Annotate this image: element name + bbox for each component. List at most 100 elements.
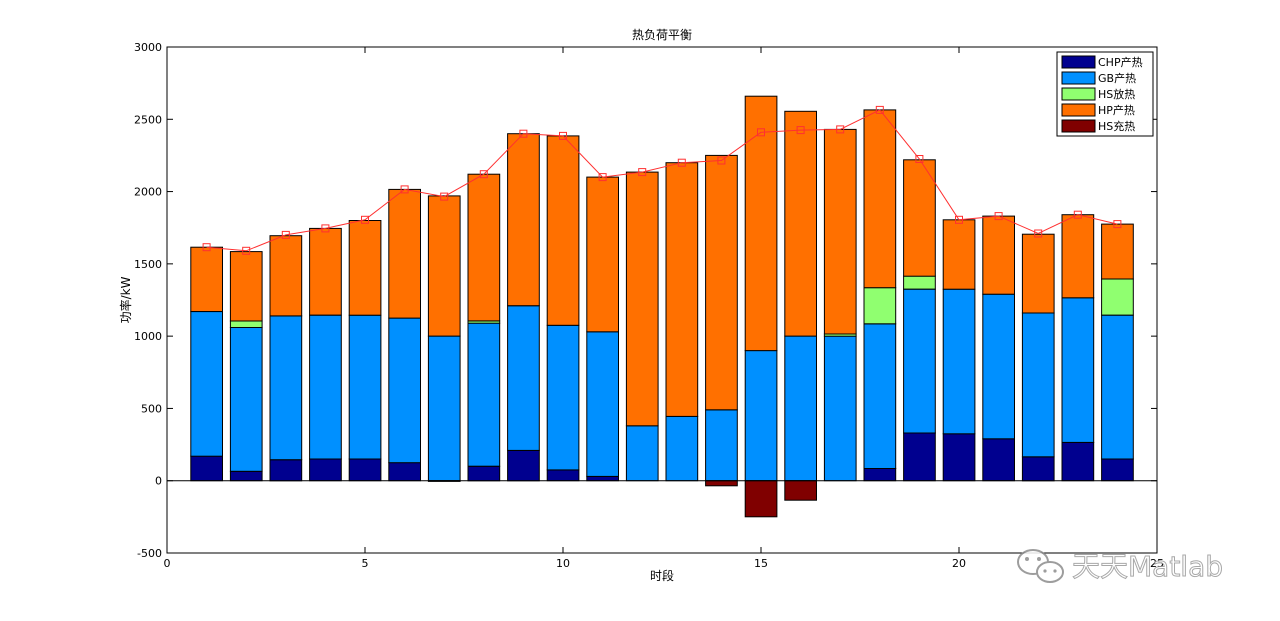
- load-marker-23: [1073, 210, 1082, 219]
- bar-segment-1-24: [1101, 458, 1134, 482]
- load-line: [202, 105, 1122, 255]
- bar-segment-2-15: [744, 350, 778, 482]
- load-marker-21: [994, 212, 1003, 221]
- bar-segment-1-10: [546, 469, 580, 482]
- y-axis: -500 0 500 1000 1500 2000 2500 3000: [134, 41, 1157, 560]
- bar-segment-2-21: [982, 293, 1015, 440]
- load-marker-18: [875, 105, 884, 114]
- bar-segment-3-2: [229, 320, 263, 328]
- wechat-logo-icon: [1017, 549, 1064, 583]
- bars: [190, 95, 1134, 518]
- x-tick-label-5: 5: [362, 557, 369, 570]
- bar-segment-4-10: [546, 135, 580, 326]
- y-tick-label-1000: 1000: [134, 330, 162, 343]
- bar-segment-4-24: [1101, 223, 1134, 280]
- bar-segment-1-3: [269, 459, 303, 482]
- y-tick-label--500: -500: [137, 547, 162, 560]
- bar-segment-4-14: [705, 154, 738, 411]
- legend-label-4: HP产热: [1098, 103, 1135, 117]
- x-tick-label-15: 15: [754, 557, 768, 570]
- load-marker-19: [915, 155, 924, 163]
- bar-segment-1-23: [1061, 441, 1095, 482]
- bar-segment-1-21: [982, 438, 1015, 482]
- legend-label-1: CHP产热: [1098, 55, 1143, 69]
- bar-segment-4-8: [467, 173, 501, 322]
- bar-segment-4-4: [309, 227, 342, 316]
- load-marker-11: [598, 173, 607, 182]
- bar-segment-1-5: [348, 458, 382, 482]
- load-marker-8: [479, 170, 488, 179]
- bar-segment-1-9: [507, 449, 540, 482]
- bar-segment-2-5: [348, 314, 382, 460]
- legend-swatch-4: [1061, 103, 1096, 117]
- bar-segment-2-23: [1061, 297, 1095, 443]
- bar-segment-4-13: [665, 162, 699, 417]
- load-marker-13: [677, 158, 686, 167]
- load-marker-14: [717, 156, 726, 165]
- bar-segment-4-9: [507, 133, 540, 307]
- bar-segment-4-18: [863, 109, 897, 289]
- bar-segment-5-15: [744, 480, 778, 518]
- bar-segment-4-19: [903, 159, 936, 277]
- bar-segment-4-17: [823, 128, 857, 335]
- x-axis-label: 时段: [650, 568, 674, 583]
- y-tick-label-1500: 1500: [134, 258, 162, 271]
- bar-segment-2-9: [507, 305, 540, 451]
- bar-segment-4-15: [744, 95, 778, 352]
- bar-segment-2-20: [942, 288, 976, 435]
- bar-segment-4-22: [1021, 233, 1055, 314]
- bar-segment-2-8: [467, 322, 501, 467]
- y-tick-label-2500: 2500: [134, 113, 162, 126]
- bar-segment-2-18: [863, 323, 897, 469]
- bar-segment-4-3: [269, 235, 303, 317]
- legend-swatch-1: [1061, 55, 1096, 69]
- load-line-path: [206, 109, 1118, 252]
- legend-label-2: GB产热: [1098, 71, 1136, 85]
- x-tick-label-10: 10: [556, 557, 570, 570]
- x-tick-label-0: 0: [164, 557, 171, 570]
- bar-segment-2-10: [546, 324, 580, 471]
- bar-segment-4-6: [388, 188, 421, 319]
- load-marker-22: [1034, 229, 1043, 238]
- load-marker-3: [281, 230, 290, 239]
- bar-segment-2-17: [823, 335, 857, 482]
- bar-segment-4-23: [1061, 214, 1095, 299]
- bar-segment-5-14: [705, 480, 738, 487]
- bar-segment-1-8: [467, 465, 501, 482]
- legend-swatch-3: [1061, 87, 1096, 101]
- bar-segment-2-1: [190, 311, 224, 457]
- bar-segment-4-16: [784, 110, 817, 337]
- bar-segment-2-7: [427, 335, 461, 482]
- bar-segment-1-19: [903, 432, 936, 482]
- bar-segment-4-2: [229, 251, 263, 322]
- bar-segment-4-7: [427, 195, 461, 337]
- bar-segment-2-16: [784, 335, 817, 482]
- chart-title: 热负荷平衡: [632, 28, 692, 42]
- load-marker-12: [638, 168, 647, 177]
- watermark: 天天Matlab: [1017, 549, 1224, 584]
- load-marker-10: [559, 131, 567, 140]
- plot-area-frame: [166, 46, 1158, 554]
- bar-segment-1-2: [229, 470, 263, 482]
- bar-segment-1-11: [586, 475, 619, 482]
- y-axis-label: 功率/kW: [118, 276, 133, 323]
- bar-segment-1-1: [190, 455, 224, 482]
- legend-swatch-2: [1061, 71, 1096, 85]
- bar-segment-2-4: [309, 314, 342, 460]
- bar-segment-5-16: [784, 480, 817, 501]
- load-marker-15: [757, 128, 765, 137]
- bar-segment-3-18: [863, 287, 897, 325]
- legend-label-3: HS放热: [1098, 87, 1135, 101]
- x-tick-label-25: 25: [1150, 557, 1164, 570]
- load-marker-5: [361, 215, 369, 224]
- bar-segment-2-13: [665, 415, 699, 482]
- bar-segment-1-20: [942, 433, 976, 482]
- bar-segment-4-11: [586, 176, 619, 333]
- bar-segment-1-4: [309, 458, 342, 482]
- y-tick-label-0: 0: [155, 475, 162, 488]
- bar-segment-4-1: [190, 246, 224, 312]
- bar-segment-2-3: [269, 315, 303, 461]
- load-marker-17: [836, 125, 845, 134]
- load-marker-2: [242, 246, 251, 255]
